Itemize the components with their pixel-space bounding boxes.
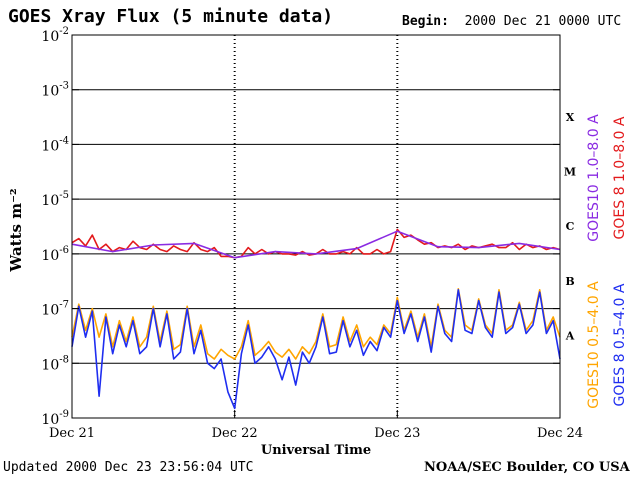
page-title: GOES Xray Flux (5 minute data) — [8, 6, 334, 27]
y-axis-label: Watts m⁻² — [7, 188, 25, 272]
x-axis-label: Universal Time — [261, 443, 371, 458]
updated-value: 2000 Dec 23 23:56:04 UTC — [65, 460, 254, 475]
y-tick-label: 10-8 — [41, 354, 69, 373]
chart-grid — [72, 35, 560, 418]
chart-series-layer — [71, 228, 561, 410]
updated-label: Updated — [3, 460, 58, 475]
y-tick-label: 10-2 — [41, 26, 69, 45]
y-tick-label: 10-4 — [41, 135, 69, 154]
x-tick-label: Dec 22 — [212, 426, 258, 441]
legend-entry: GOES10 1.0–8.0 A — [586, 114, 602, 242]
series-line — [71, 289, 561, 410]
legend-entry: GOES10 0.5–4.0 A — [586, 281, 602, 409]
flare-class-label: C — [566, 220, 575, 233]
flare-class-labels: A B C M X — [564, 111, 576, 343]
y-tick-label: 10-3 — [41, 81, 69, 100]
flare-class-label: A — [565, 330, 575, 343]
credit-text: NOAA/SEC Boulder, CO USA — [424, 460, 630, 475]
plot-frame — [71, 34, 561, 419]
begin-label: Begin: — [402, 14, 449, 29]
legend-entry: GOES 8 0.5–4.0 A — [612, 283, 628, 406]
series-line — [71, 288, 561, 360]
y-tick-label: 10-9 — [41, 409, 69, 428]
y-tick-label: 10-6 — [41, 245, 69, 264]
begin-value: 2000 Dec 21 0000 UTC — [464, 14, 622, 29]
flare-class-label: M — [564, 166, 576, 179]
legend-entry: GOES 8 1.0–8.0 A — [612, 116, 628, 239]
updated-timestamp: Updated 2000 Dec 23 23:56:04 UTC — [3, 460, 253, 475]
series-line — [71, 230, 561, 259]
y-axis-ticks: 10-9 10-8 10-7 10-6 10-5 10-4 10-3 10-2 — [41, 26, 560, 428]
chart-legend: GOES10 1.0–8.0 A GOES 8 1.0–8.0 A GOES10 0… — [586, 114, 628, 409]
x-axis-ticks: Dec 21 Dec 22 Dec 23 Dec 24 — [49, 410, 583, 441]
x-tick-label: Dec 24 — [537, 426, 583, 441]
flare-class-label: X — [566, 111, 575, 124]
x-tick-label: Dec 23 — [374, 426, 420, 441]
x-tick-label: Dec 21 — [49, 426, 95, 441]
y-tick-label: 10-7 — [41, 300, 69, 319]
y-tick-label: 10-5 — [41, 190, 69, 209]
begin-timestamp: Begin: 2000 Dec 21 0000 UTC — [402, 14, 621, 29]
flare-class-label: B — [565, 275, 574, 288]
